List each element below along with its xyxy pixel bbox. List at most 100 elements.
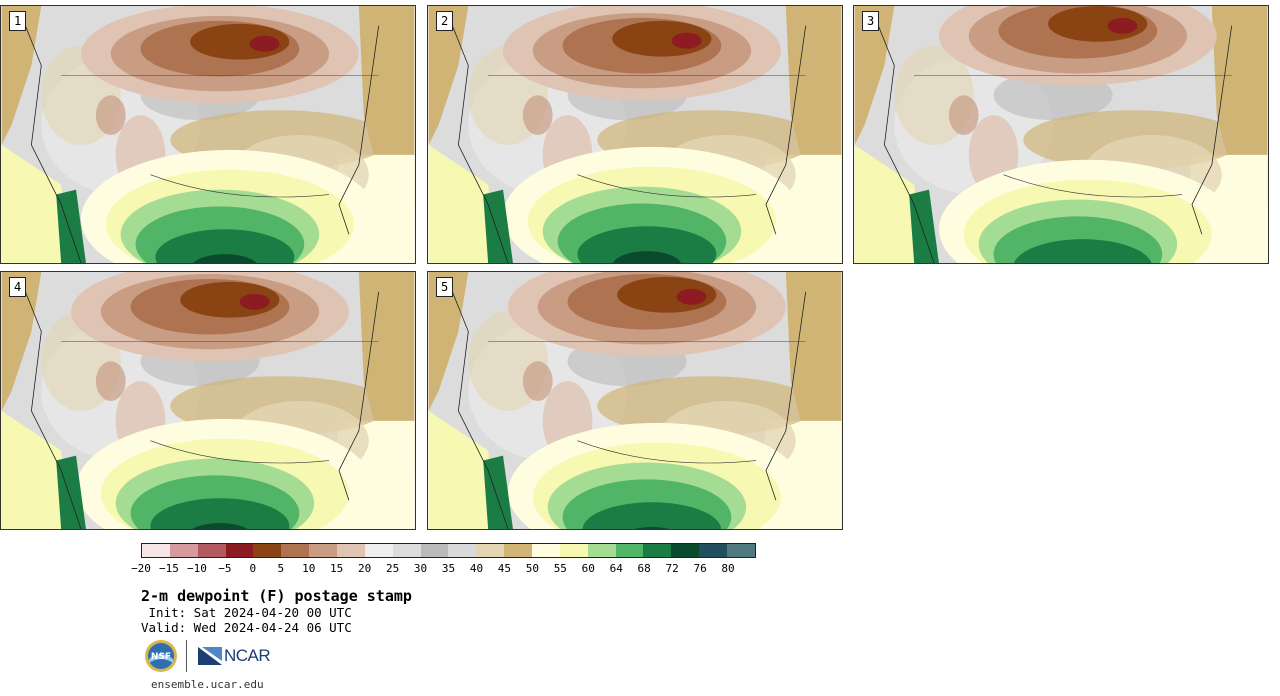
dewpoint-map [428,272,842,529]
logos: NSF NCAR [144,638,271,674]
colorbar-tick-label: 25 [385,562,400,575]
member-label: 3 [862,11,880,31]
colorbar-swatch [364,544,393,557]
dewpoint-region [249,35,280,52]
dewpoint-map [1,6,415,263]
colorbar-swatch [337,544,365,557]
svg-text:NSF: NSF [151,652,171,662]
colorbar-swatch [142,544,170,557]
gulf-coastline [577,174,757,198]
member-panel-2: 2 [427,5,843,264]
colorbar-swatch [671,544,700,557]
member-label: 4 [9,277,27,297]
dewpoint-region [239,293,270,310]
ncar-mark-icon [198,647,222,665]
pacific-moist-region [1,144,72,263]
colorbar-tick-label: −20 [131,562,151,575]
pacific-moist-region [428,144,499,263]
colorbar-tick-label: 5 [277,562,285,575]
colorbar-swatch [504,544,533,557]
east-coastline [765,25,807,235]
member-panel-4: 4 [0,271,416,530]
coastal-moist-region [56,189,86,263]
east-coastline [1191,25,1233,235]
dewpoint-region [1107,17,1138,34]
member-panel-5: 5 [427,271,843,530]
colorbar-tick-label: 68 [637,562,651,575]
colorbar-tick-label: 40 [469,562,484,575]
pacific-moist-region [1,410,72,529]
colorbar-swatch [225,544,254,557]
member-label: 5 [436,277,454,297]
dewpoint-region [95,95,126,135]
colorbar-swatch [392,544,421,557]
colorbar-swatch [615,544,644,557]
coastal-moist-region [56,455,86,529]
dewpoint-map [428,6,842,263]
dewpoint-map [1,272,415,529]
colorbar-tick-label: 64 [609,562,623,575]
valid-time: Valid: Wed 2024-04-24 06 UTC [141,620,352,635]
website-url: ensemble.ucar.edu [151,678,264,691]
colorbar-tick-label: 80 [721,562,735,575]
colorbar-tick-label: 76 [693,562,707,575]
pacific-moist-region [854,144,925,263]
colorbar-tick-label: 45 [497,562,512,575]
dewpoint-region [671,32,702,49]
colorbar-swatch [448,544,477,557]
member-panel-3: 3 [853,5,1269,264]
colorbar-swatch [420,544,449,557]
colorbar-swatch [253,544,282,557]
coastal-moist-region [483,455,513,529]
gulf-coastline [150,174,330,198]
colorbar [141,543,756,558]
east-coastline [338,25,380,235]
dewpoint-region [193,254,257,263]
colorbar-tick-label: −5 [218,562,232,575]
colorbar-tick-label: −10 [186,562,207,575]
ncar-logo-text: NCAR [224,646,271,665]
colorbar-swatch [476,544,505,557]
colorbar-tick-label: 15 [330,562,344,575]
ncar-logo: NCAR [197,645,271,667]
colorbar-swatch [281,544,310,557]
dewpoint-region [192,523,248,529]
colorbar-tick-label: 10 [302,562,316,575]
colorbar-tick-label: 0 [249,562,257,575]
dewpoint-region [150,498,290,529]
coastal-moist-region [483,189,513,263]
colorbar-swatch [643,544,672,557]
nsf-logo-icon: NSF [145,640,177,672]
member-label: 1 [9,11,27,31]
colorbar-swatch [587,544,616,557]
dewpoint-region [948,95,979,135]
colorbar-swatch [559,544,588,557]
east-coastline [338,291,380,501]
dewpoint-region [155,229,295,263]
member-label: 2 [436,11,454,31]
colorbar-ticks: −20 −15 −10 −5 0 5 10 15 20 25 30 35 40 45 50 55 60 64 68 7… [131,562,756,576]
dewpoint-region [612,251,681,263]
colorbar-tick-label: 35 [441,562,456,575]
dewpoint-region [95,361,126,401]
pacific-moist-region [428,410,499,529]
dewpoint-region [634,527,670,529]
colorbar-swatch [309,544,338,557]
dewpoint-region [522,95,553,135]
colorbar-tick-label: 72 [665,562,679,575]
west-coastline [448,15,509,263]
colorbar-tick-label: 60 [581,562,595,575]
colorbar-tick-label: 20 [358,562,372,575]
colorbar-tick-label: 55 [553,562,567,575]
colorbar-tick-label: 30 [413,562,428,575]
page-title: 2-m dewpoint (F) postage stamp [141,587,412,605]
coastal-moist-region [909,189,939,263]
colorbar-swatch [699,544,728,557]
member-panel-1: 1 [0,5,416,264]
dewpoint-map [854,6,1268,263]
colorbar-swatch [169,544,198,557]
colorbar-swatch [727,544,755,557]
init-time: Init: Sat 2024-04-20 00 UTC [141,605,352,620]
dewpoint-region [582,502,722,529]
dewpoint-region [676,288,707,305]
